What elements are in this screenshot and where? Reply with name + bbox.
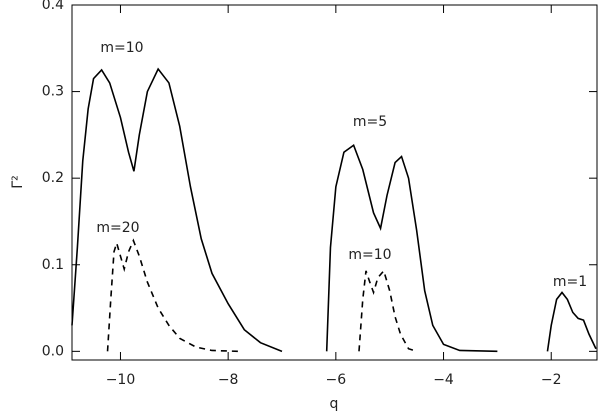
- x-axis-label: q: [330, 396, 339, 412]
- x-tick-label: −2: [541, 372, 562, 388]
- annotation: m=10: [348, 247, 391, 263]
- y-tick-label: 0.4: [42, 0, 64, 13]
- dashed-line: [106, 238, 239, 353]
- solid-line: [325, 144, 498, 353]
- solid-line: [546, 291, 597, 352]
- x-tick-label: −6: [326, 372, 347, 388]
- annotation: m=20: [96, 220, 139, 236]
- dashed-line: [358, 269, 417, 353]
- y-tick-label: 0.3: [42, 84, 64, 100]
- solid-line: [71, 67, 283, 353]
- x-tick-label: −10: [106, 372, 136, 388]
- x-tick-label: −8: [218, 372, 239, 388]
- y-tick-label: 0.0: [42, 343, 64, 359]
- annotation: m=5: [353, 114, 387, 130]
- y-tick-label: 0.1: [42, 257, 64, 273]
- plot-frame: [71, 4, 598, 361]
- annotation: m=10: [100, 40, 143, 56]
- x-tick-label: −4: [433, 372, 454, 388]
- annotation: m=1: [553, 274, 587, 290]
- y-tick-label: 0.2: [42, 170, 64, 186]
- y-axis-label: Γ²: [10, 175, 26, 188]
